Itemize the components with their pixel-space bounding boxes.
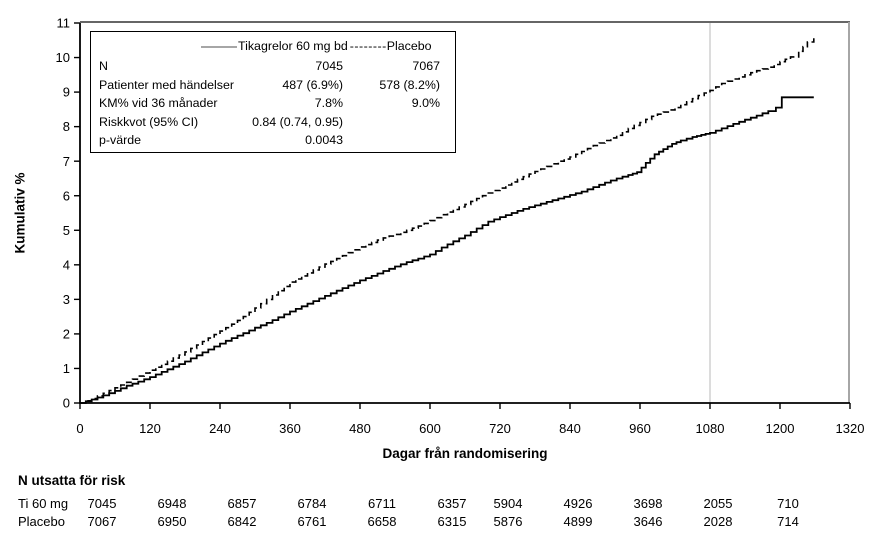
risk-value: 5876	[493, 514, 523, 529]
legend-row-km36: KM% vid 36 månader 7.8% 9.0%	[91, 94, 455, 113]
x-axis-tick-label: 1320	[836, 421, 865, 436]
risk-value: 2028	[703, 514, 733, 529]
x-axis-tick-label: 1200	[766, 421, 795, 436]
legend-row-label: Patienter med händelser	[99, 77, 235, 92]
legend-row-label: p-värde	[99, 133, 142, 148]
x-axis-tick-label: 360	[279, 421, 301, 436]
x-axis-tick-label: 240	[209, 421, 231, 436]
legend-row-value-placebo: 7067	[412, 59, 440, 73]
y-axis-tick-label: 9	[63, 85, 70, 100]
risk-row-label: Placebo	[18, 514, 65, 529]
legend-series1-label: Tikagrelor 60 mg bd	[238, 39, 348, 54]
risk-value: 6658	[367, 514, 397, 529]
risk-row-tikagrelor: Ti 60 mg 7045 6948 6857 6784 6711 6357 5904 492…	[0, 496, 884, 513]
y-axis-tick-label: 2	[63, 327, 70, 342]
dashed-line-swatch: --------	[349, 39, 387, 54]
x-axis-tick-label: 600	[419, 421, 441, 436]
y-axis-tick-label: 4	[63, 257, 70, 272]
y-axis-tick-label: 10	[56, 50, 70, 65]
legend-row-value-tikagrelor: 0.0043	[305, 133, 343, 148]
legend-row-hazard-ratio: Riskkvot (95% CI) 0.84 (0.74, 0.95)	[91, 113, 455, 132]
risk-row-label: Ti 60 mg	[18, 496, 69, 511]
legend-row-n: N 7045 7067	[91, 57, 455, 76]
x-axis-tick-label: 840	[559, 421, 581, 436]
risk-value: 7067	[87, 514, 117, 529]
risk-value: 6857	[227, 496, 257, 511]
risk-value: 7045	[87, 496, 117, 511]
legend-row-value-tikagrelor: 0.84 (0.74, 0.95)	[252, 114, 343, 129]
risk-value: 714	[777, 514, 799, 529]
legend-row-label: Riskkvot (95% CI)	[99, 114, 199, 129]
y-axis-tick-label: 7	[63, 154, 70, 169]
legend-series2-label: Placebo	[386, 39, 432, 54]
legend-row-value-placebo: 578 (8.2%)	[379, 77, 440, 92]
legend-header: Tikagrelor 60 mg bd -------- Placebo	[91, 36, 455, 57]
risk-value: 6950	[157, 514, 187, 529]
risk-table-title: N utsatta för risk	[18, 473, 126, 488]
x-axis-tick-label: 960	[629, 421, 651, 436]
risk-row-placebo: Placebo 7067 6950 6842 6761 6658 6315 5876 4899…	[0, 514, 884, 531]
y-axis-tick-label: 6	[63, 188, 70, 203]
risk-value: 3646	[633, 514, 663, 529]
risk-value: 6842	[227, 514, 257, 529]
legend-row-value-tikagrelor: 7.8%	[314, 96, 343, 111]
y-axis-tick-label: 11	[57, 16, 71, 31]
y-axis-label: Kumulativ %	[12, 172, 28, 254]
legend-box: Tikagrelor 60 mg bd -------- Placebo N 7…	[90, 31, 456, 153]
legend-row-value-tikagrelor: 487 (6.9%)	[282, 77, 343, 92]
risk-value: 6761	[297, 514, 327, 529]
x-axis-label: Dagar från randomisering	[382, 446, 548, 461]
risk-value: 6315	[437, 514, 467, 529]
y-axis-tick-label: 1	[63, 361, 70, 376]
legend-row-label: N	[99, 59, 108, 73]
x-axis-tick-label: 720	[489, 421, 511, 436]
y-axis-tick-label: 8	[63, 119, 70, 134]
legend-row-pvalue: p-värde 0.0043	[91, 131, 455, 150]
legend-row-value-placebo: 9.0%	[411, 96, 440, 111]
risk-value: 6711	[368, 496, 396, 511]
legend-row-value-tikagrelor: 7045	[315, 59, 343, 73]
risk-value: 5904	[493, 496, 523, 511]
x-axis-tick-label: 0	[76, 421, 83, 436]
risk-value: 710	[777, 496, 799, 511]
risk-value: 6357	[437, 496, 467, 511]
series-curve-placebo	[80, 36, 815, 404]
risk-value: 3698	[633, 496, 663, 511]
x-axis-tick-label: 1080	[696, 421, 725, 436]
risk-value: 6784	[297, 496, 327, 511]
y-axis-tick-label: 5	[63, 223, 70, 238]
risk-value: 4899	[563, 514, 593, 529]
legend-row-label: KM% vid 36 månader	[99, 96, 218, 111]
x-axis-tick-label: 480	[349, 421, 371, 436]
y-axis-tick-label: 0	[63, 396, 70, 411]
risk-value: 4926	[563, 496, 593, 511]
x-axis-tick-label: 120	[139, 421, 161, 436]
y-axis-tick-label: 3	[63, 292, 70, 307]
risk-value: 2055	[703, 496, 733, 511]
legend-row-events: Patienter med händelser 487 (6.9%) 578 (…	[91, 76, 455, 95]
series-curve-tikagrelor-60-mg-bd	[80, 96, 814, 404]
solid-line-swatch	[201, 45, 237, 48]
risk-value: 6948	[157, 496, 187, 511]
